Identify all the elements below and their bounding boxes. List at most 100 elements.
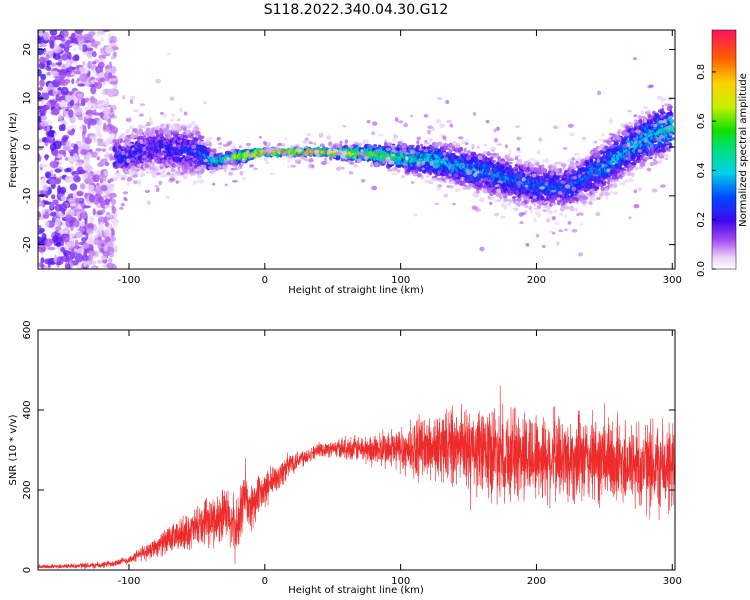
heatmap-cell [102,195,109,199]
heatmap-cell [105,46,114,54]
heatmap-cell [89,216,95,223]
heatmap-cell [40,107,47,115]
heatmap-cell [84,177,92,185]
heatmap-cell [141,174,146,177]
heatmap-cell [67,198,76,202]
heatmap-cell [427,142,431,145]
heatmap-cell [50,62,56,67]
heatmap-cell [471,143,476,148]
heatmap-cell [72,55,80,62]
heatmap-cell [420,143,424,147]
heatmap-cell [369,162,374,168]
heatmap-cell [38,236,43,245]
heatmap-cell [104,98,109,103]
heatmap-cell [63,46,70,53]
heatmap-cell [387,168,393,172]
heatmap-cell [54,218,62,226]
heatmap-cell [41,88,49,94]
heatmap-cell [99,159,104,165]
heatmap-cell [65,242,71,249]
heatmap-cell [457,188,461,192]
heatmap-cell [108,89,118,95]
heatmap-cell [87,99,91,108]
heatmap-cell [49,212,55,217]
heatmap-cell [91,104,100,108]
heatmap-cell [98,118,103,127]
heatmap-cell [131,165,137,170]
heatmap-cell [372,147,376,151]
heatmap-cell [38,147,44,151]
heatmap-cell [199,135,205,139]
heatmap-cell [59,82,68,86]
heatmap-cell [82,40,91,44]
heatmap-cell [51,98,56,108]
heatmap-cell [97,259,102,264]
heatmap-cell [94,170,101,175]
heatmap-cell [71,78,75,85]
heatmap-cell [416,140,420,145]
heatmap-cell [110,55,116,60]
heatmap-cell [476,190,480,194]
heatmap-cell [112,221,118,228]
heatmap-cell [74,30,84,34]
heatmap-cell [125,129,131,133]
heatmap-cell [61,197,66,202]
heatmap-cell [83,260,87,268]
heatmap-cell [40,73,47,81]
heatmap-cell [54,168,62,173]
heatmap-cell [38,225,42,229]
heatmap-cell [81,236,87,243]
heatmap-cell [99,133,103,140]
heatmap-cell [59,71,67,80]
heatmap-cell [39,163,48,168]
heatmap-cell [100,36,104,43]
heatmap-cell [44,138,50,143]
heatmap-cell [72,104,79,111]
heatmap-cell [40,177,48,187]
heatmap-cell [151,170,158,176]
heatmap-cell [59,186,67,194]
heatmap-cell [82,125,87,135]
heatmap-cell [105,65,111,69]
heatmap-cell [73,248,79,253]
heatmap-cell [91,51,97,58]
heatmap-cell [79,221,86,227]
heatmap-cell [57,149,67,155]
heatmap-cell [103,141,111,145]
heatmap-cell [97,196,104,204]
heatmap-cell [44,258,53,265]
heatmap-cell [496,199,501,203]
heatmap-cell [88,118,97,126]
heatmap-cell [109,239,114,248]
heatmap-cell [461,141,466,145]
heatmap-cell [113,84,118,89]
heatmap-cell [93,82,98,87]
heatmap-cell [39,56,46,64]
heatmap-cell [90,97,98,104]
heatmap-cell [162,169,166,174]
heatmap-cell [38,115,42,124]
heatmap-cell [90,79,99,84]
heatmap-cell [104,221,109,227]
heatmap-cell [92,174,100,183]
heatmap-cell [86,61,93,69]
heatmap-cell [491,159,497,163]
heatmap-cell [43,264,49,269]
heatmap-cell [93,234,99,239]
heatmap-cell [92,112,101,116]
heatmap-cell [71,37,78,42]
heatmap-cell [102,113,111,120]
heatmap-cell [59,139,68,146]
heatmap-cell [102,106,108,115]
heatmap-cell [109,251,114,258]
heatmap-cell [38,47,44,56]
heatmap-cell [79,183,86,190]
heatmap-cell [523,204,529,209]
heatmap-cell [121,174,128,179]
heatmap-cell [82,242,90,249]
heatmap-cell [82,255,89,262]
heatmap-cell [59,203,67,212]
chart-title: S118.2022.340.04.30.G12 [263,2,449,18]
